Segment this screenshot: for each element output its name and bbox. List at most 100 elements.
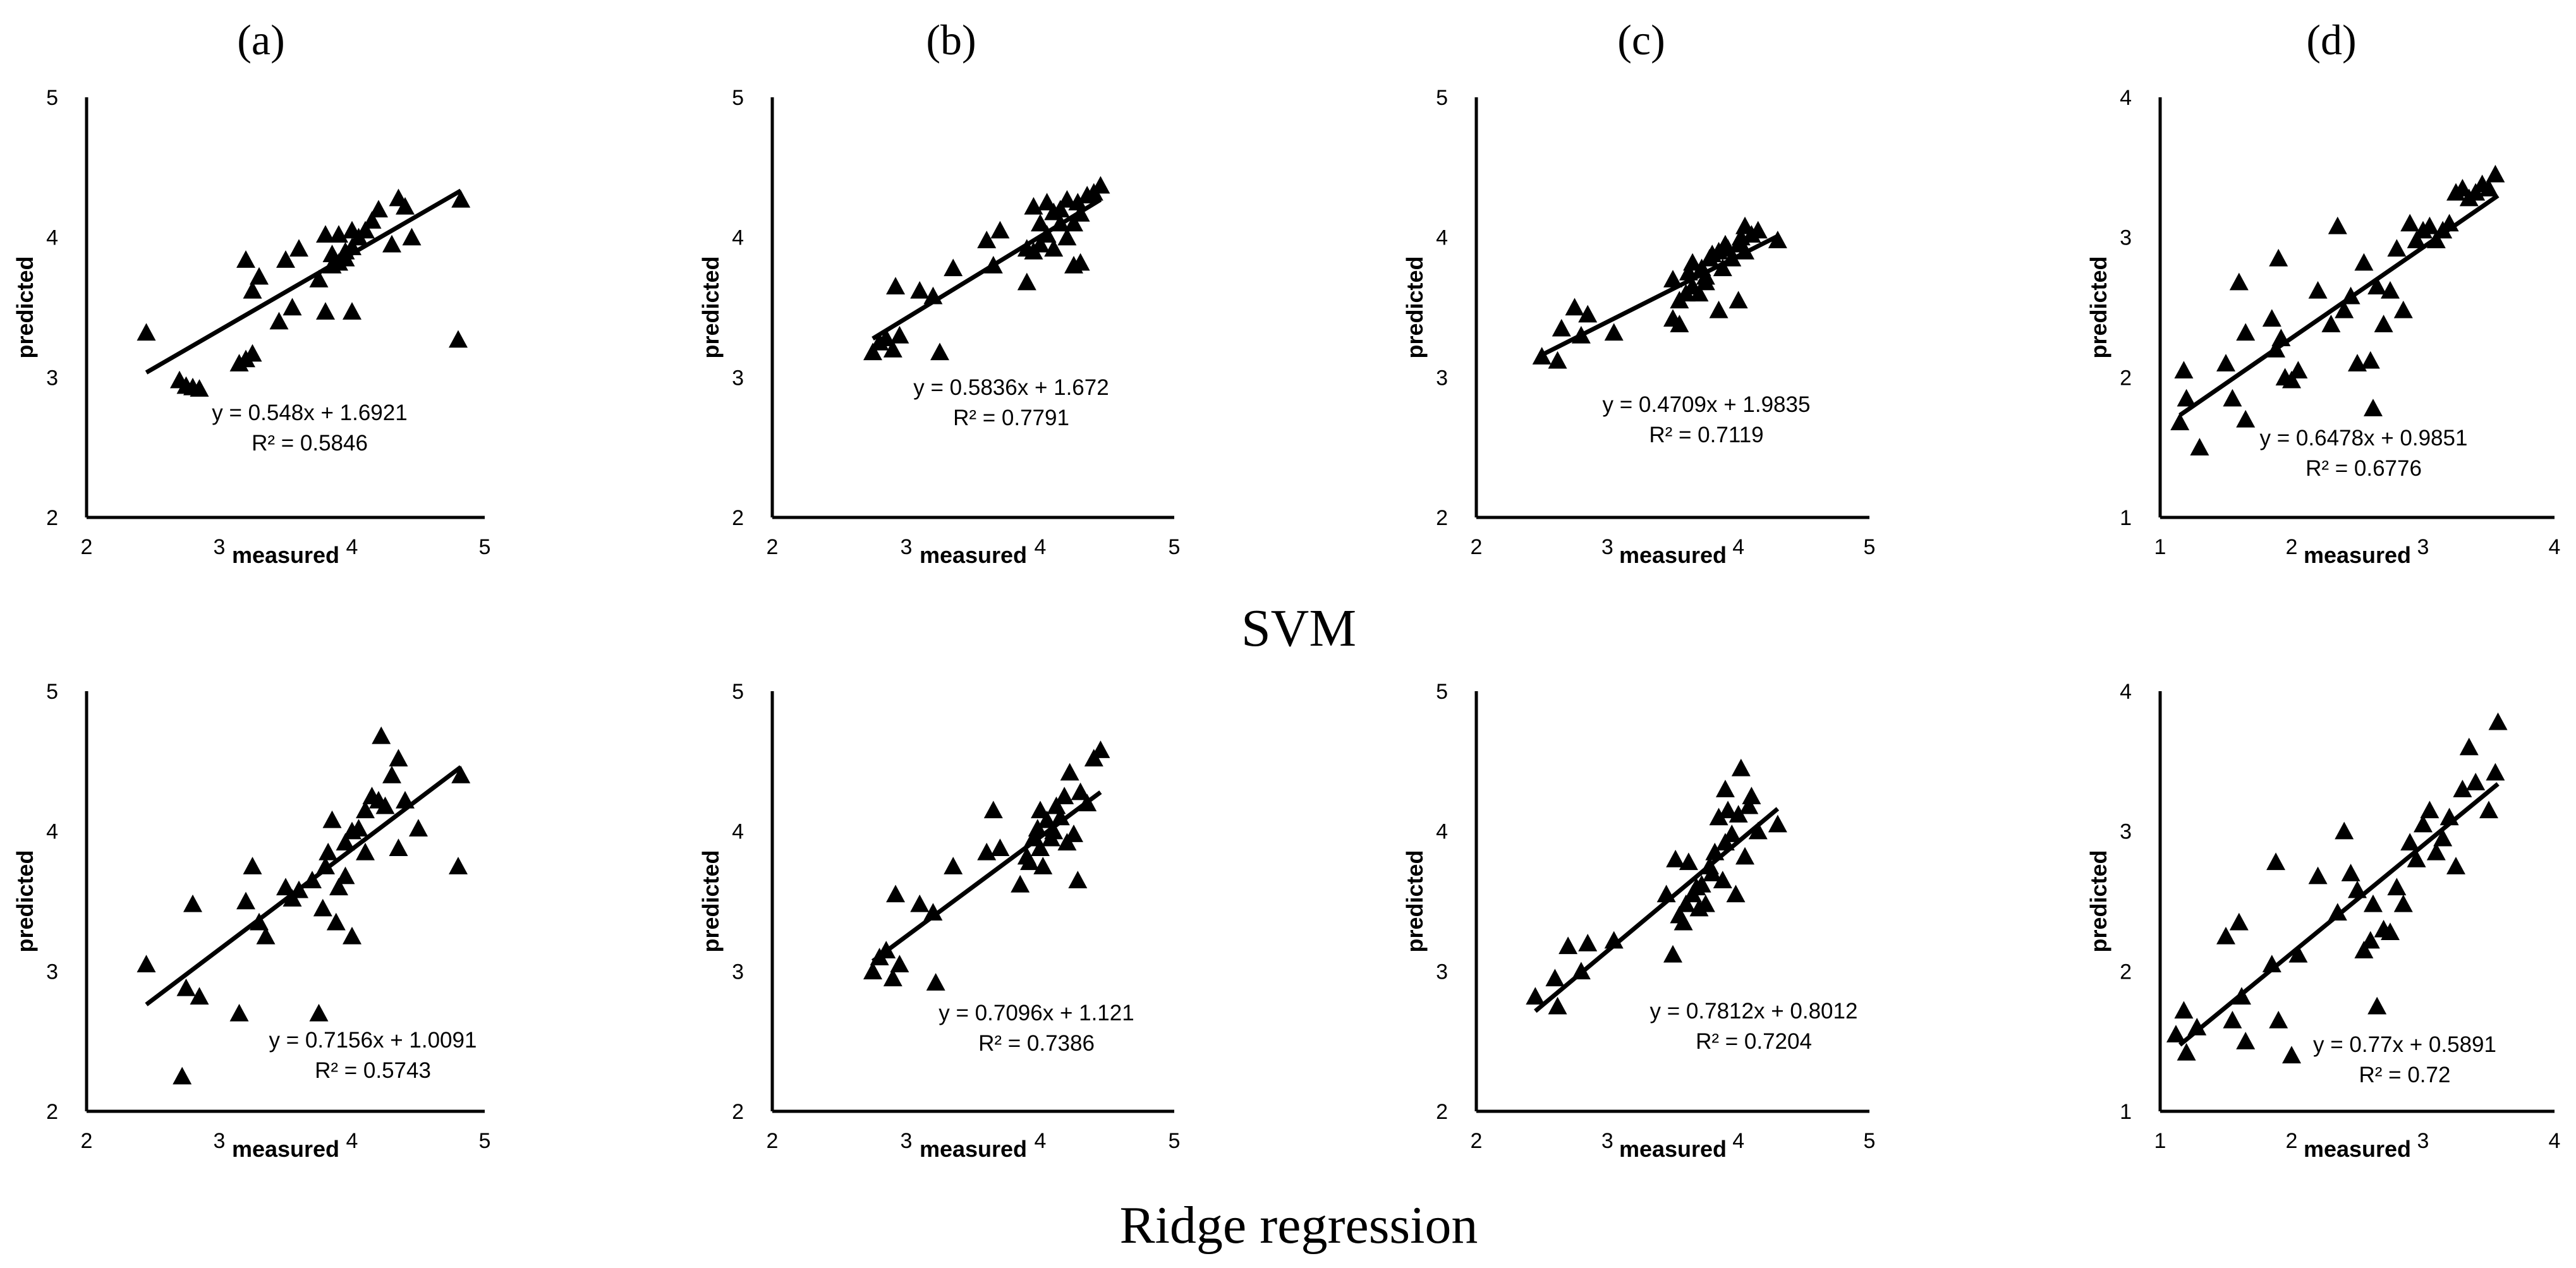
data-point — [451, 190, 471, 208]
data-point — [1057, 227, 1077, 246]
data-point — [2335, 821, 2354, 840]
data-point — [2174, 1001, 2194, 1019]
data-point — [877, 941, 896, 958]
data-point — [2381, 922, 2400, 941]
data-point — [1731, 758, 1751, 776]
data-point — [2341, 864, 2360, 881]
data-point — [2414, 814, 2433, 833]
data-point — [886, 885, 906, 903]
y-tick-label: 3 — [46, 366, 58, 390]
x-tick-label: 4 — [2549, 1129, 2561, 1153]
data-point — [1709, 807, 1728, 826]
data-point — [243, 857, 262, 874]
r-squared-label: R² = 0.5743 — [315, 1058, 431, 1083]
data-point — [396, 196, 415, 215]
regression-equation: y = 0.7096x + 1.121 — [939, 1001, 1134, 1025]
data-point — [2439, 214, 2459, 232]
data-point — [2387, 878, 2407, 896]
x-tick-label: 3 — [2417, 535, 2429, 559]
data-point — [303, 871, 322, 888]
data-point — [2446, 857, 2465, 874]
scatter-panel: 2 3 4 5 2 3 4 5 measured predicted y = 0.7812x + 0… — [1402, 680, 1875, 1162]
x-tick-label: 5 — [1169, 1129, 1181, 1153]
x-tick-label: 3 — [214, 535, 226, 559]
data-point — [236, 891, 255, 910]
data-point — [396, 790, 415, 809]
y-tick-label: 3 — [1436, 366, 1448, 390]
data-point — [309, 1003, 329, 1022]
data-point — [1656, 885, 1676, 903]
data-point — [2229, 272, 2249, 291]
y-tick-label: 2 — [2120, 960, 2132, 984]
data-point — [409, 819, 428, 836]
data-point — [1011, 874, 1030, 893]
y-axis-title: predicted — [698, 850, 724, 952]
data-point — [944, 857, 963, 874]
data-point — [1768, 814, 1787, 833]
data-point — [1037, 225, 1057, 243]
data-point — [2308, 281, 2328, 299]
scatter-panel: 2 3 4 5 2 3 4 5 measured predicted y = 0.4709x + 1… — [1402, 86, 1875, 568]
data-point — [1545, 969, 1565, 987]
x-tick-label: 2 — [81, 1129, 93, 1153]
panel-label-d: (d) — [2306, 16, 2356, 64]
data-point — [1768, 231, 1787, 248]
data-point — [313, 898, 332, 917]
y-tick-label: 4 — [2120, 86, 2132, 110]
r-squared-label: R² = 0.72 — [2359, 1063, 2451, 1087]
y-tick-label: 5 — [1436, 680, 1448, 704]
data-point — [382, 766, 401, 783]
y-tick-label: 4 — [1436, 820, 1448, 844]
y-tick-label: 2 — [46, 506, 58, 530]
data-point — [449, 857, 468, 874]
data-point — [343, 926, 361, 945]
data-point — [1024, 828, 1043, 847]
x-tick-label: 2 — [2286, 1129, 2298, 1153]
data-point — [2282, 1046, 2301, 1064]
y-tick-label: 5 — [46, 86, 58, 110]
data-point — [449, 330, 468, 348]
data-point — [1552, 318, 1571, 337]
data-point — [2170, 413, 2190, 431]
data-point — [990, 220, 1010, 239]
y-axis-title: predicted — [12, 256, 38, 358]
y-tick-label: 4 — [732, 226, 744, 250]
data-point — [1055, 787, 1074, 804]
r-squared-label: R² = 0.6776 — [2306, 456, 2422, 481]
data-point — [276, 250, 295, 268]
data-point — [2479, 800, 2498, 819]
data-point — [1604, 323, 1624, 341]
x-tick-label: 3 — [214, 1129, 226, 1153]
data-point — [890, 325, 909, 344]
data-point — [2341, 286, 2360, 305]
data-point — [1578, 305, 1598, 323]
data-point — [2426, 231, 2446, 248]
data-point — [1666, 850, 1686, 867]
data-point — [369, 200, 388, 218]
data-point — [1663, 270, 1682, 287]
y-axis-title: predicted — [1402, 256, 1428, 358]
regression-equation: y = 0.5836x + 1.672 — [913, 375, 1109, 400]
y-axis-title: predicted — [1402, 850, 1428, 952]
data-point — [1050, 807, 1070, 826]
data-point — [1713, 871, 1732, 888]
data-point — [329, 878, 348, 896]
data-point — [1064, 214, 1083, 232]
data-point — [1571, 962, 1591, 980]
y-tick-label: 2 — [2120, 366, 2132, 390]
x-tick-label: 5 — [479, 1129, 491, 1153]
data-point — [316, 225, 335, 243]
y-tick-label: 2 — [46, 1100, 58, 1124]
x-tick-label: 4 — [346, 535, 358, 559]
data-point — [229, 1003, 249, 1022]
x-tick-label: 2 — [767, 1129, 779, 1153]
data-point — [250, 912, 269, 931]
x-tick-label: 4 — [1732, 1129, 1744, 1153]
data-point — [190, 379, 209, 397]
data-point — [1037, 810, 1057, 828]
data-point — [2177, 1042, 2196, 1061]
data-point — [2269, 248, 2288, 267]
chart-panels: 2 3 4 5 2 3 4 5 measured predicted y = 0.548x + 1.… — [12, 86, 2560, 1162]
data-point — [2223, 1010, 2242, 1029]
data-point — [389, 838, 408, 857]
